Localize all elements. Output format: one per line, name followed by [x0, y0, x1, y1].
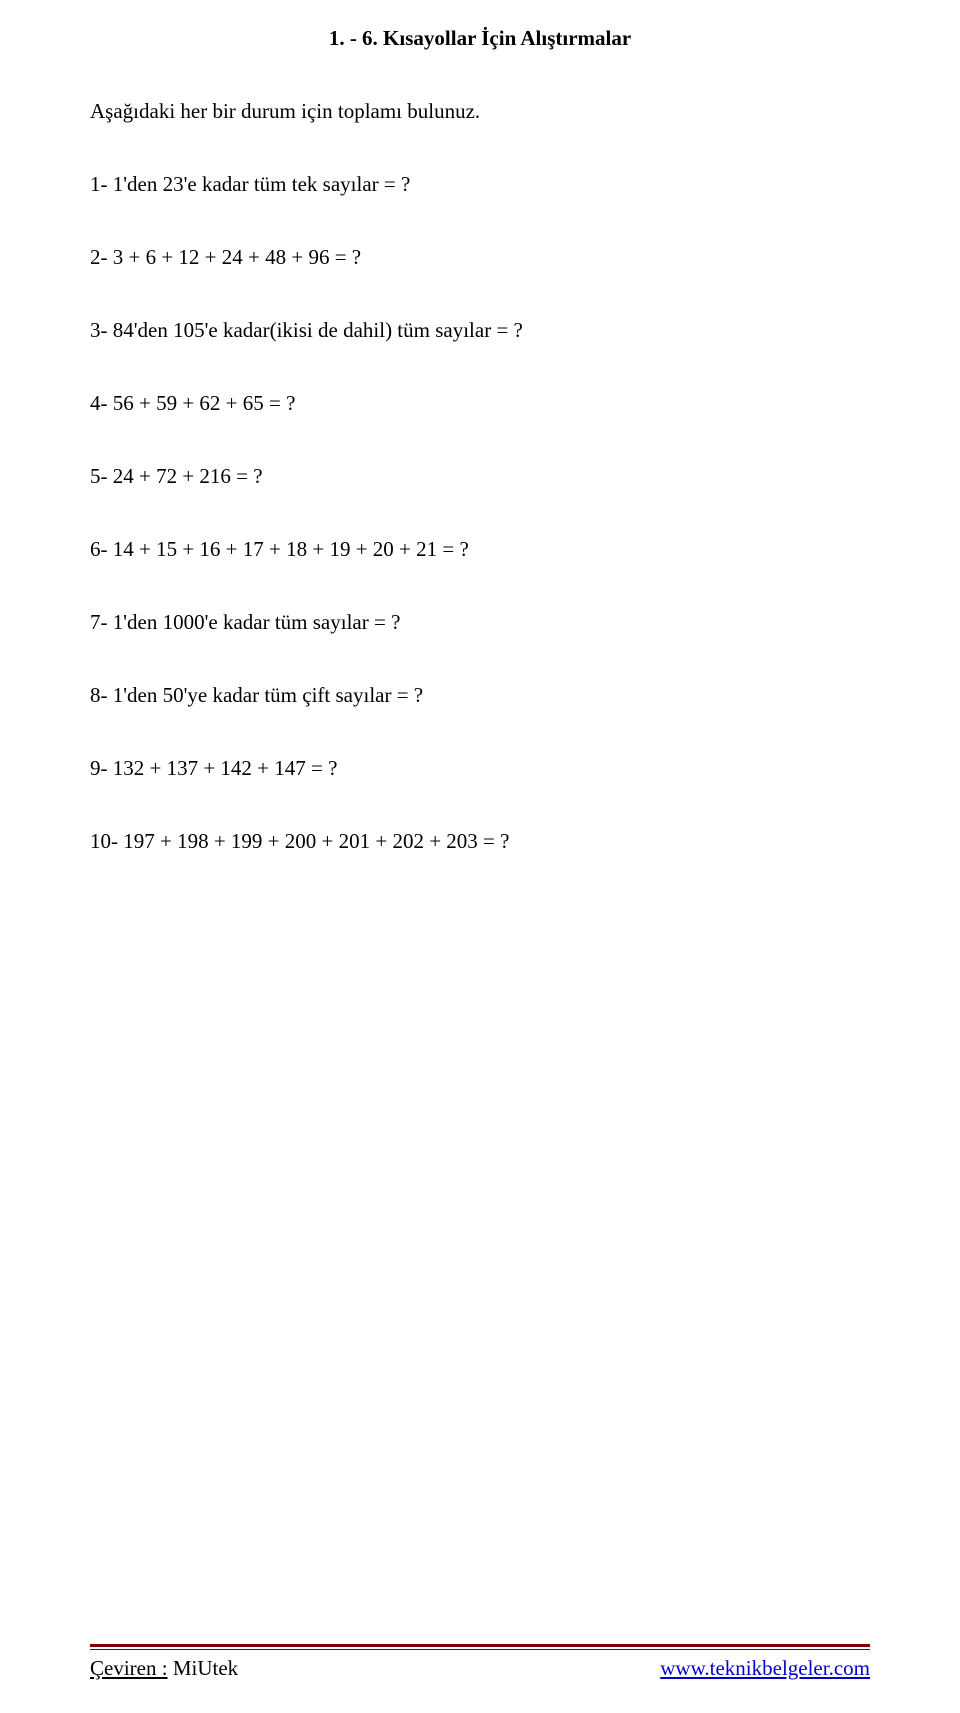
- translator-name-value: MiUtek: [173, 1656, 238, 1680]
- footer-url-link[interactable]: www.teknikbelgeler.com: [660, 1656, 870, 1681]
- question-item: 2- 3 + 6 + 12 + 24 + 48 + 96 = ?: [90, 245, 870, 270]
- question-item: 7- 1'den 1000'e kadar tüm sayılar = ?: [90, 610, 870, 635]
- page: 1. - 6. Kısayollar İçin Alıştırmalar Aşa…: [0, 0, 960, 1713]
- question-item: 5- 24 + 72 + 216 = ?: [90, 464, 870, 489]
- translator-credit: Çeviren : MiUtek: [90, 1656, 238, 1681]
- question-item: 10- 197 + 198 + 199 + 200 + 201 + 202 + …: [90, 829, 870, 854]
- intro-text: Aşağıdaki her bir durum için toplamı bul…: [90, 99, 870, 124]
- question-item: 3- 84'den 105'e kadar(ikisi de dahil) tü…: [90, 318, 870, 343]
- question-item: 1- 1'den 23'e kadar tüm tek sayılar = ?: [90, 172, 870, 197]
- question-item: 4- 56 + 59 + 62 + 65 = ?: [90, 391, 870, 416]
- question-item: 6- 14 + 15 + 16 + 17 + 18 + 19 + 20 + 21…: [90, 537, 870, 562]
- page-title: 1. - 6. Kısayollar İçin Alıştırmalar: [90, 26, 870, 51]
- translator-label: Çeviren :: [90, 1656, 168, 1680]
- footer-rule-thin: [90, 1649, 870, 1650]
- question-item: 8- 1'den 50'ye kadar tüm çift sayılar = …: [90, 683, 870, 708]
- question-item: 9- 132 + 137 + 142 + 147 = ?: [90, 756, 870, 781]
- footer-rule-thick: [90, 1644, 870, 1647]
- page-footer: Çeviren : MiUtek www.teknikbelgeler.com: [90, 1644, 870, 1681]
- question-list: 1- 1'den 23'e kadar tüm tek sayılar = ? …: [90, 172, 870, 854]
- footer-row: Çeviren : MiUtek www.teknikbelgeler.com: [90, 1656, 870, 1681]
